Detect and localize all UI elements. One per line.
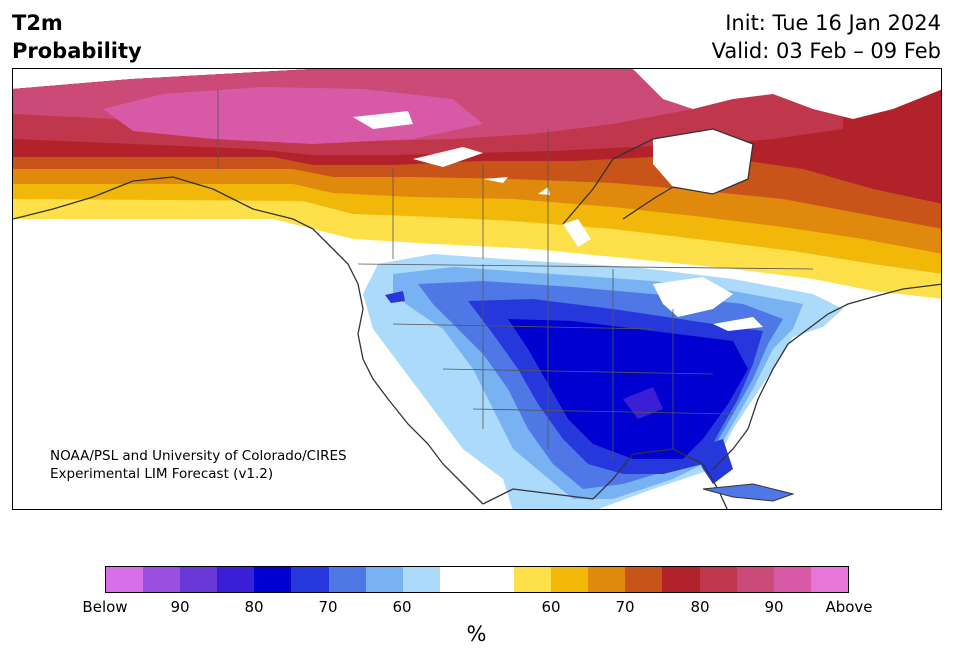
colorbar-cell [254,567,292,592]
colorbar-cell [439,567,477,592]
below-normal-region [363,254,843,509]
colorbar-tick-label: 60 [541,598,561,616]
colorbar-tick-label: 70 [615,598,635,616]
political-borders [217,89,814,459]
forecast-map: NOAA/PSL and University of Colorado/CIRE… [12,68,942,510]
colorbar-unit: % [466,622,487,646]
colorbar-cell [291,567,329,592]
init-date: Init: Tue 16 Jan 2024 [725,11,941,35]
colorbar-tick-label: 90 [170,598,190,616]
colorbar [105,566,849,593]
colorbar-tick-label: Above [825,598,873,616]
colorbar-cell [217,567,255,592]
colorbar-tick-label: Below [82,598,128,616]
colorbar-cell [402,567,440,592]
colorbar-tick-label: 80 [690,598,710,616]
colorbar-cell [699,567,737,592]
colorbar-cell [588,567,626,592]
valid-dates: Valid: 03 Feb – 09 Feb [711,39,941,63]
colorbar-cell [476,567,515,592]
colorbar-tick-label: 90 [764,598,784,616]
colorbar-cell [180,567,218,592]
colorbar-cell [328,567,366,592]
colorbar-cell [514,567,552,592]
credit-line-2: Experimental LIM Forecast (v1.2) [50,466,274,482]
colorbar-cell [773,567,811,592]
title-line-1: T2m [12,11,63,35]
map-title: T2m Probability [12,9,142,65]
colorbar-cell [662,567,700,592]
colorbar-tick-label: 60 [392,598,412,616]
colorbar-ticks: Below 90 80 70 60 60 70 80 90 Above [82,598,872,618]
credit-line-1: NOAA/PSL and University of Colorado/CIRE… [50,448,347,464]
colorbar-cell [810,567,848,592]
colorbar-cell [625,567,663,592]
colorbar-cell [551,567,589,592]
forecast-dates: Init: Tue 16 Jan 2024 Valid: 03 Feb – 09… [712,9,941,65]
colorbar-cell [143,567,181,592]
colorbar-cell [736,567,774,592]
caribbean-islands [702,483,795,502]
colorbar-cell [106,567,144,592]
title-line-2: Probability [12,39,142,63]
above-normal-region [13,69,941,299]
data-credit: NOAA/PSL and University of Colorado/CIRE… [50,447,347,483]
coastlines [13,128,941,509]
colorbar-cell [365,567,403,592]
map-canvas [13,69,941,509]
colorbar-tick-label: 70 [318,598,338,616]
colorbar-tick-label: 80 [244,598,264,616]
